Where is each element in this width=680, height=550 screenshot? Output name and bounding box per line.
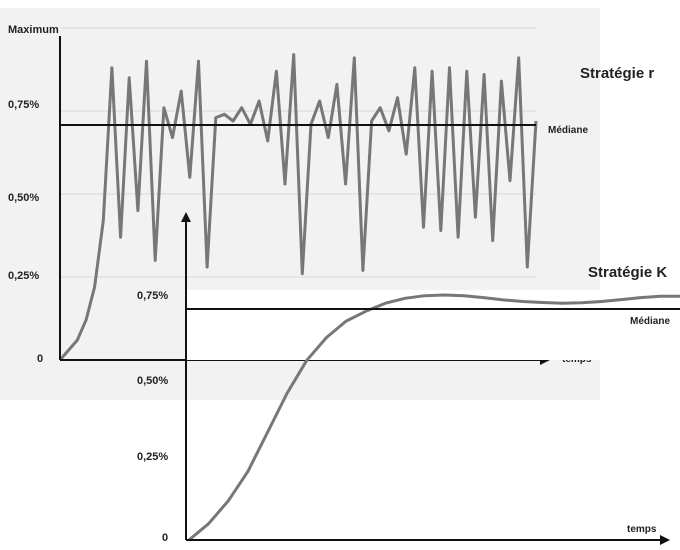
chart-r-title: Stratégie r bbox=[580, 65, 654, 82]
chart-k-median-label: Médiane bbox=[630, 316, 670, 327]
chart-r-ytick-075: 0,75% bbox=[8, 99, 39, 111]
chart-k-ytick-050: 0,50% bbox=[137, 375, 168, 387]
chart-r-series-line bbox=[58, 53, 538, 361]
chart-k-series-line bbox=[188, 293, 680, 542]
chart-k-ytick-075: 0,75% bbox=[137, 290, 168, 302]
chart-r-ytick-maximum: Maximum bbox=[8, 24, 59, 36]
chart-r-median-label: Médiane bbox=[548, 125, 588, 136]
chart-k: 0,75% 0,50% 0,25% 0 Médiane temps Straté… bbox=[137, 212, 680, 545]
chart-r-ytick-025: 0,25% bbox=[8, 270, 39, 282]
chart-k-x-label: temps bbox=[627, 524, 657, 535]
chart-r-ytick-050: 0,50% bbox=[8, 192, 39, 204]
chart-k-ytick-zero: 0 bbox=[162, 532, 168, 544]
chart-k-title: Stratégie K bbox=[588, 264, 667, 281]
chart-r-ytick-zero: 0 bbox=[37, 353, 43, 365]
chart-k-ytick-025: 0,25% bbox=[137, 451, 168, 463]
